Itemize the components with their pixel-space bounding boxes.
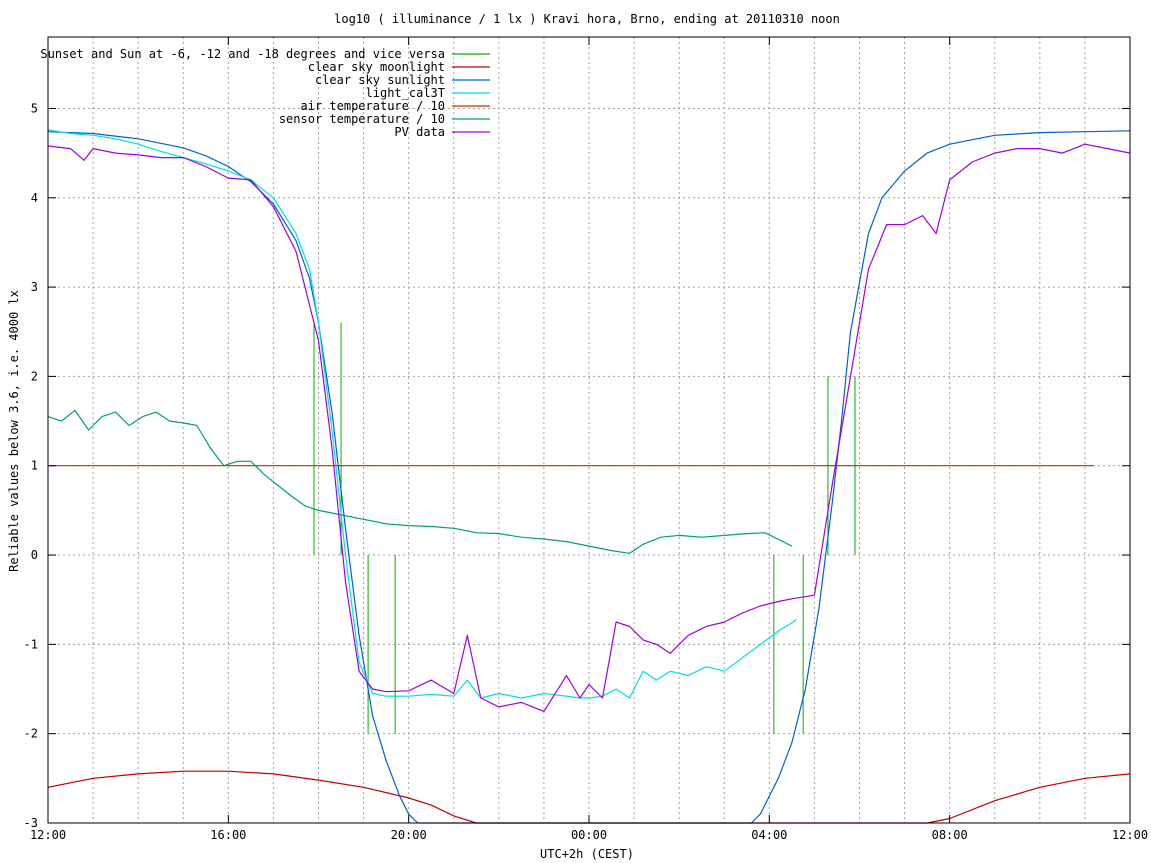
series-line-2 xyxy=(47,130,1131,824)
x-tick-label: 12:00 xyxy=(1112,828,1148,842)
legend-entry-label: light_cal3T xyxy=(366,86,445,100)
y-tick-label: -1 xyxy=(24,637,38,651)
series-impulses xyxy=(313,322,856,734)
legend-entry-label: air temperature / 10 xyxy=(301,99,446,113)
legend-entry-label: PV data xyxy=(394,125,445,139)
y-tick-label: -3 xyxy=(24,816,38,830)
y-tick-label: 1 xyxy=(31,459,38,473)
x-tick-label: 00:00 xyxy=(571,828,607,842)
y-tick-label: -2 xyxy=(24,727,38,741)
y-tick-label: 4 xyxy=(31,191,38,205)
y-axis-label: Reliable values below 3.6, i.e. 4000 lx xyxy=(7,290,21,572)
y-tick-label: 3 xyxy=(31,280,38,294)
x-tick-label: 08:00 xyxy=(932,828,968,842)
plot-frame xyxy=(47,36,1131,824)
y-tick-label: 5 xyxy=(31,101,38,115)
tick-layer: 12:00 16:00 20:00 00:00 04:00 08:00 12:00 5 4 3 2 1… xyxy=(24,37,1148,842)
chart-title: log10 ( illuminance / 1 lx ) Kravi hora,… xyxy=(334,12,840,26)
series-line-3 xyxy=(47,129,797,699)
series-line-1 xyxy=(47,770,1131,824)
series-line-5 xyxy=(47,409,793,554)
x-tick-label: 16:00 xyxy=(210,828,246,842)
x-tick-label: 20:00 xyxy=(391,828,427,842)
legend-entry-label: sensor temperature / 10 xyxy=(279,112,445,126)
x-tick-label: 12:00 xyxy=(30,828,66,842)
grid-layer xyxy=(48,37,1130,823)
legend: Sunset and Sun at -6, -12 and -18 degree… xyxy=(40,47,490,139)
legend-entry-label: Sunset and Sun at -6, -12 and -18 degree… xyxy=(40,47,445,61)
x-axis-label: UTC+2h (CEST) xyxy=(540,847,634,861)
legend-entry-label: clear sky moonlight xyxy=(308,60,445,74)
y-tick-label: 2 xyxy=(31,369,38,383)
series-line-6 xyxy=(47,143,1131,713)
legend-entry-label: clear sky sunlight xyxy=(315,73,445,87)
series-layer xyxy=(47,129,1131,824)
y-tick-label: 0 xyxy=(31,548,38,562)
x-tick-label: 04:00 xyxy=(751,828,787,842)
